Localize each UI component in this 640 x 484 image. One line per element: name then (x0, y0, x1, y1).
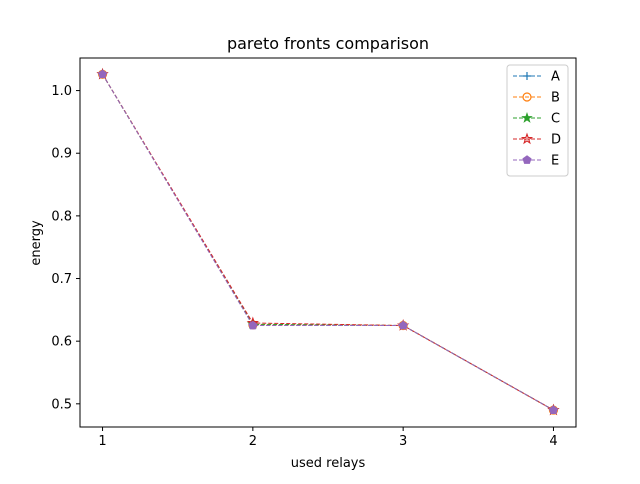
data-point (248, 320, 258, 330)
legend-label: C (551, 112, 560, 127)
y-axis-label: energy (29, 220, 44, 266)
x-axis-label: used relays (291, 456, 366, 471)
x-tick-label: 2 (249, 434, 257, 449)
x-tick-label: 4 (549, 434, 557, 449)
legend-marker (522, 155, 532, 164)
x-tick-label: 3 (399, 434, 407, 449)
legend-label: D (551, 133, 561, 148)
data-point (548, 405, 559, 414)
y-tick-label: 1.0 (51, 84, 72, 99)
legend-item-e: E (513, 154, 559, 169)
y-tick-label: 0.8 (51, 209, 72, 224)
axes-frame (79, 57, 577, 428)
y-tick-label: 0.9 (51, 147, 72, 162)
legend-item-b: B (513, 91, 560, 106)
chart-title: pareto fronts comparison (227, 34, 429, 53)
legend-label: E (551, 154, 559, 169)
legend-marker (521, 111, 533, 123)
data-point (97, 69, 108, 79)
series-line (102, 74, 554, 411)
y-tick-label: 0.5 (51, 397, 72, 412)
y-tick-label: 0.7 (51, 272, 72, 287)
data-point (398, 320, 408, 330)
legend-marker (520, 132, 534, 145)
x-tick-label: 1 (98, 434, 106, 449)
series-line (102, 74, 554, 411)
legend-item-d: D (513, 133, 561, 148)
legend-item-c: C (513, 112, 560, 127)
legend-marker (522, 92, 532, 102)
series-e (97, 69, 559, 414)
legend-marker (523, 72, 531, 80)
legend-item-a: A (513, 70, 560, 85)
y-tick-label: 0.6 (51, 335, 72, 350)
legend-label: A (551, 70, 560, 85)
legend-box (506, 64, 569, 177)
legend-label: B (551, 91, 560, 106)
